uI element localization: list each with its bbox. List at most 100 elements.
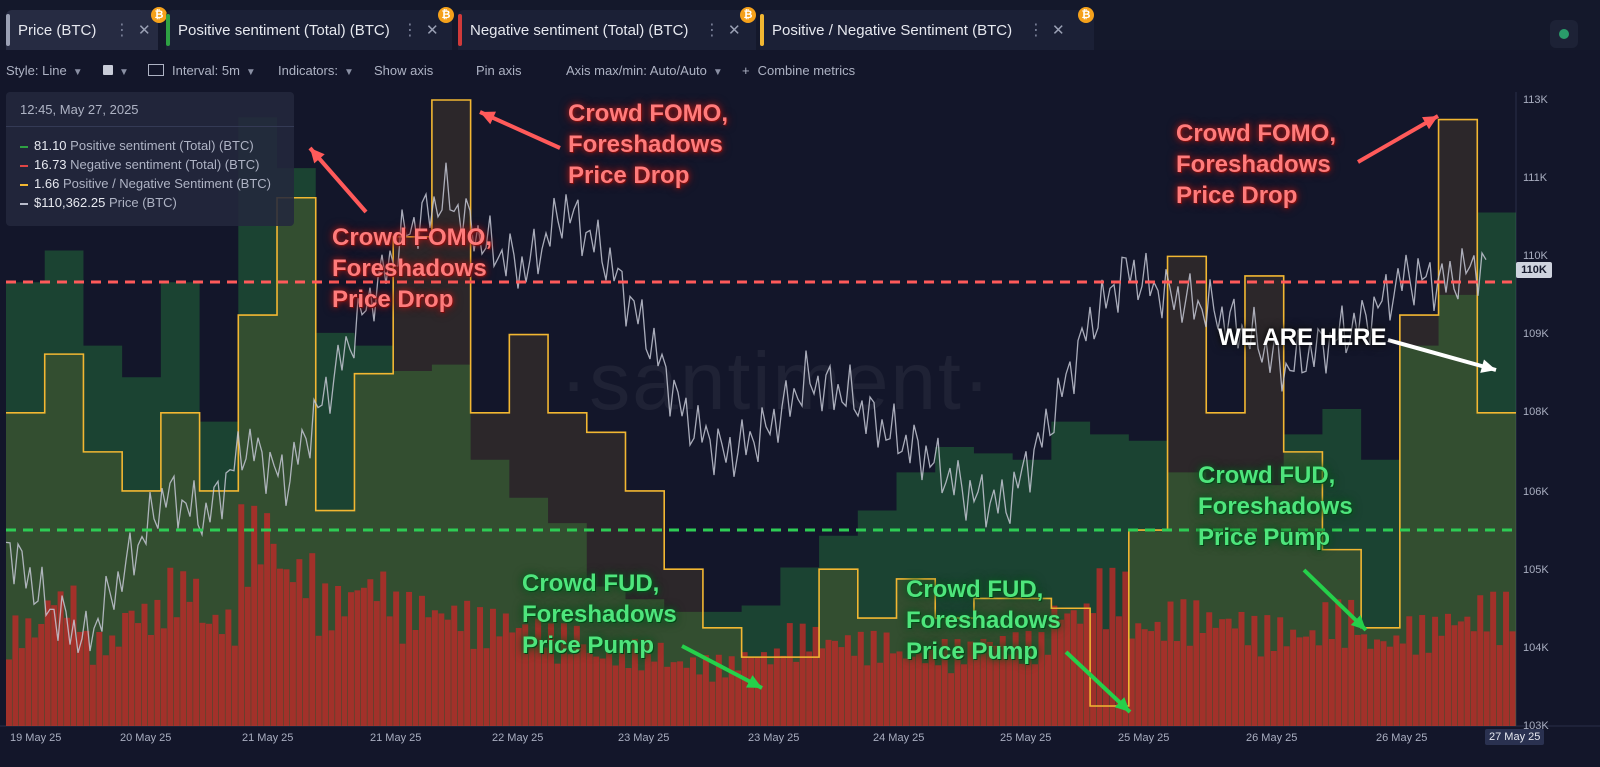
- negative-sentiment-bar: [799, 623, 806, 726]
- tab-negative-sentiment[interactable]: Negative sentiment (Total) (BTC) ⋮ ✕ ₿: [458, 7, 756, 50]
- negative-sentiment-bar: [767, 664, 774, 726]
- tab-price[interactable]: Price (BTC) ⋮ ✕ ₿: [6, 7, 167, 50]
- series-swatch: [20, 202, 28, 205]
- negative-sentiment-bar: [1044, 654, 1051, 726]
- negative-sentiment-bar: [289, 582, 296, 726]
- more-icon[interactable]: ⋮: [114, 22, 130, 39]
- chart-toolbar: Style: Line ▼ ▼ Interval: 5m ▼ Indicators:…: [0, 56, 1600, 136]
- color-selector[interactable]: ▼: [103, 63, 129, 78]
- negative-sentiment-bar: [399, 643, 406, 726]
- negative-sentiment-bar: [1438, 635, 1445, 726]
- negative-sentiment-bar: [122, 612, 129, 726]
- negative-sentiment-bar: [786, 623, 793, 726]
- negative-sentiment-bar: [1309, 630, 1316, 726]
- tooltip-label: Positive sentiment (Total) (BTC): [70, 138, 254, 153]
- indicators-selector[interactable]: Indicators: ▼: [278, 63, 354, 78]
- series-swatch: [20, 164, 28, 167]
- negative-sentiment-bar: [431, 610, 438, 726]
- negative-sentiment-bar: [173, 617, 180, 726]
- price-line: [5, 162, 1487, 653]
- negative-sentiment-bar: [141, 603, 148, 726]
- negative-sentiment-bar: [57, 591, 64, 726]
- negative-sentiment-bar: [1083, 603, 1090, 726]
- combine-metrics-button[interactable]: + Combine metrics: [742, 63, 855, 78]
- negative-sentiment-bar: [657, 642, 664, 726]
- close-icon[interactable]: ✕: [1052, 22, 1065, 39]
- negative-sentiment-bar: [251, 505, 258, 726]
- negative-sentiment-bar: [1335, 599, 1342, 726]
- negative-sentiment-bar: [560, 623, 567, 726]
- negative-sentiment-bar: [1064, 613, 1071, 726]
- more-icon[interactable]: ⋮: [1028, 22, 1044, 39]
- x-tick-label: 24 May 25: [873, 732, 925, 744]
- x-tick-label: 21 May 25: [242, 732, 294, 744]
- more-icon[interactable]: ⋮: [402, 22, 418, 39]
- negative-sentiment-bar: [70, 585, 77, 726]
- status-indicator[interactable]: [1550, 20, 1578, 48]
- close-icon[interactable]: ✕: [728, 22, 741, 39]
- negative-sentiment-bar: [773, 648, 780, 726]
- negative-sentiment-bar: [89, 664, 96, 726]
- negative-sentiment-bar: [1148, 631, 1155, 726]
- negative-sentiment-bar: [12, 615, 19, 726]
- negative-sentiment-bar: [1483, 631, 1490, 726]
- negative-sentiment-bar: [851, 655, 858, 726]
- tooltip-label: Price (BTC): [108, 195, 177, 210]
- annotation-fud-1: Crowd FUD, Foreshadows Price Pump: [522, 570, 677, 659]
- negative-sentiment-bar: [328, 630, 335, 726]
- combine-metrics-label: Combine metrics: [757, 63, 856, 78]
- negative-sentiment-bar: [367, 579, 374, 726]
- negative-sentiment-bar: [973, 649, 980, 726]
- negative-sentiment-bar: [199, 622, 206, 726]
- negative-sentiment-bar: [1038, 632, 1045, 726]
- negative-sentiment-bar: [1451, 625, 1458, 726]
- negative-sentiment-bar: [1141, 629, 1148, 726]
- more-icon[interactable]: ⋮: [704, 22, 720, 39]
- chart-canvas[interactable]: [0, 88, 1600, 767]
- arrow-fud-3-head: [1350, 614, 1366, 630]
- negative-sentiment-bar: [999, 635, 1006, 726]
- negative-sentiment-bar: [928, 648, 935, 726]
- negative-sentiment-bar: [715, 654, 722, 726]
- negative-sentiment-bar: [1051, 605, 1058, 726]
- negative-sentiment-bar: [96, 631, 103, 726]
- negative-sentiment-bar: [18, 648, 25, 726]
- y-tick-label: 111K: [1523, 172, 1548, 184]
- tab-positive-sentiment[interactable]: Positive sentiment (Total) (BTC) ⋮ ✕ ₿: [166, 7, 454, 50]
- bitcoin-icon: ₿: [438, 7, 454, 23]
- tab-pos-neg-ratio[interactable]: Positive / Negative Sentiment (BTC) ⋮ ✕ …: [760, 7, 1094, 50]
- negative-sentiment-bar: [728, 656, 735, 726]
- negative-sentiment-bar: [322, 583, 329, 726]
- negative-sentiment-bar: [309, 553, 316, 726]
- negative-sentiment-bar: [1303, 636, 1310, 726]
- close-icon[interactable]: ✕: [138, 22, 151, 39]
- negative-sentiment-bar: [270, 543, 277, 726]
- negative-sentiment-bar: [373, 601, 380, 726]
- y-tick-label: 105K: [1523, 564, 1549, 576]
- series-swatch: [20, 183, 28, 186]
- negative-sentiment-bar: [599, 658, 606, 726]
- close-icon[interactable]: ✕: [426, 22, 439, 39]
- negative-sentiment-bar: [1270, 650, 1277, 726]
- negative-sentiment-bar: [819, 648, 826, 726]
- pin-axis-label: Pin axis: [476, 63, 522, 78]
- negative-sentiment-bar: [1128, 638, 1135, 726]
- annotation-fud-3: Crowd FUD, Foreshadows Price Pump: [1198, 462, 1353, 551]
- negative-sentiment-bar: [586, 652, 593, 726]
- negative-sentiment-bar: [980, 638, 987, 726]
- negative-sentiment-bar: [548, 623, 555, 726]
- axis-maxmin-selector[interactable]: Axis max/min: Auto/Auto ▼: [566, 63, 723, 78]
- negative-sentiment-bar: [1315, 645, 1322, 726]
- negative-sentiment-bar: [128, 610, 135, 726]
- negative-sentiment-bar: [154, 599, 161, 726]
- negative-sentiment-bar: [1277, 617, 1284, 726]
- negative-sentiment-bar: [231, 645, 238, 726]
- arrow-fomo-3-head: [1422, 116, 1438, 130]
- interval-selector[interactable]: Interval: 5m ▼: [148, 63, 256, 78]
- chevron-down-icon: ▼: [72, 67, 83, 78]
- style-selector[interactable]: Style: Line ▼: [6, 63, 83, 78]
- annotation-fomo-3: Crowd FOMO, Foreshadows Price Drop: [1176, 120, 1336, 209]
- negative-sentiment-bar: [1374, 639, 1380, 726]
- negative-sentiment-bar: [51, 605, 58, 726]
- negative-sentiment-bar: [406, 591, 413, 726]
